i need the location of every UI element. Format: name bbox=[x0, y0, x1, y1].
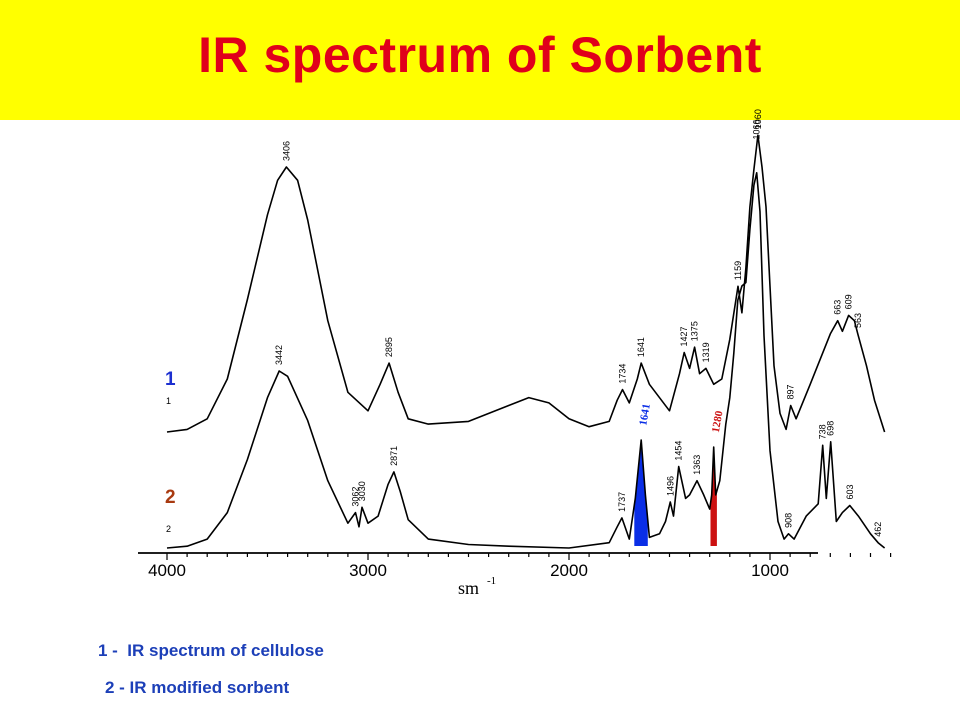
peak-label-1-1060: 1060 bbox=[753, 109, 763, 129]
peak-label-1-1319: 1319 bbox=[701, 342, 711, 362]
title-banner: IR spectrum of Sorbent bbox=[0, 0, 960, 120]
peak-label-1-1066: 1066 bbox=[752, 120, 762, 140]
x-tick-label-1000: 1000 bbox=[751, 561, 789, 580]
peak-label-1-897: 897 bbox=[786, 384, 796, 399]
peak-label-2-908: 908 bbox=[783, 513, 793, 528]
peak-label-2-1280: 1280 bbox=[710, 409, 726, 433]
trace-small-label-2: 2 bbox=[166, 524, 171, 534]
peak-label-2-1641: 1641 bbox=[637, 403, 653, 427]
peak-label-1-1159: 1159 bbox=[733, 261, 743, 280]
peak-label-1-3406: 3406 bbox=[281, 141, 291, 161]
legend-item-modified-sorbent: 2 - IR modified sorbent bbox=[105, 678, 290, 697]
peak-label-1-1734: 1734 bbox=[617, 364, 627, 384]
peak-label-2-2871: 2871 bbox=[389, 446, 399, 466]
highlight-peak-1641 bbox=[634, 441, 648, 546]
peak-label-2-603: 603 bbox=[845, 484, 855, 499]
x-tick-label-4000: 4000 bbox=[148, 561, 186, 580]
peak-label-1-663: 663 bbox=[833, 300, 843, 315]
x-tick-label-2000: 2000 bbox=[550, 561, 588, 580]
x-axis-label: sm bbox=[458, 578, 479, 598]
peak-label-2-698: 698 bbox=[826, 421, 836, 436]
x-axis-label-superscript: -1 bbox=[487, 575, 496, 587]
page-title: IR spectrum of Sorbent bbox=[198, 27, 762, 83]
peak-label-2-462: 462 bbox=[873, 522, 883, 537]
peak-label-1-609: 609 bbox=[844, 294, 854, 309]
peak-label-2-738: 738 bbox=[818, 424, 828, 439]
peak-label-2-1363: 1363 bbox=[692, 455, 702, 475]
peak-label-2-1454: 1454 bbox=[674, 441, 684, 461]
trace-number-2: 2 bbox=[165, 487, 176, 508]
x-tick-label-3000: 3000 bbox=[349, 561, 387, 580]
peak-label-1-1641: 1641 bbox=[636, 337, 646, 357]
trace-number-1: 1 bbox=[165, 369, 176, 390]
peak-label-1-563: 563 bbox=[853, 313, 863, 328]
spectrum-line-1 bbox=[166, 134, 886, 433]
peak-label-1-1375: 1375 bbox=[690, 321, 700, 341]
trace-small-label-1: 1 bbox=[166, 396, 171, 406]
spectrum-line-2 bbox=[166, 172, 886, 549]
peak-label-2-3030: 3030 bbox=[357, 481, 367, 501]
peak-label-2-3442: 3442 bbox=[274, 345, 284, 365]
peak-label-2-3062: 3062 bbox=[351, 487, 361, 507]
peak-label-2-1496: 1496 bbox=[665, 476, 675, 496]
peak-label-1-2895: 2895 bbox=[384, 337, 394, 357]
peak-label-2-1737: 1737 bbox=[617, 492, 627, 512]
peak-label-1-1427: 1427 bbox=[679, 326, 689, 346]
legend-item-cellulose: 1 - IR spectrum of cellulose bbox=[98, 641, 324, 660]
highlight-peak-1280 bbox=[710, 447, 717, 546]
